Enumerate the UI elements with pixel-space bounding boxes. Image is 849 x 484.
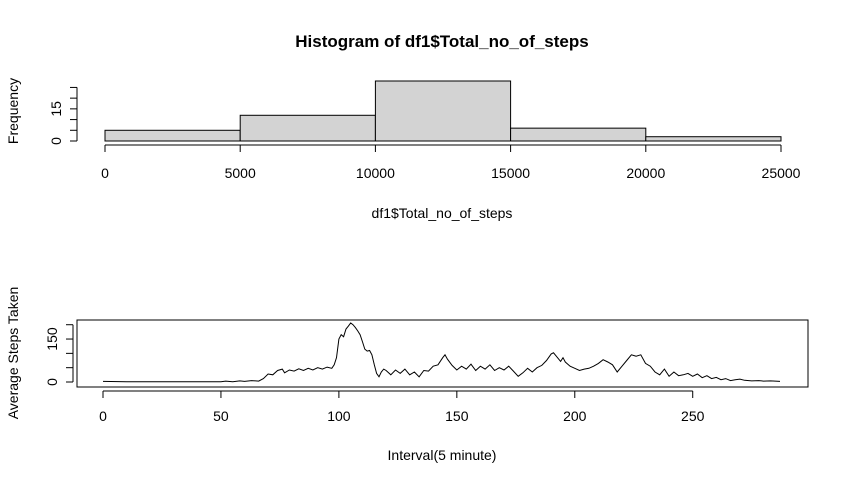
histogram-x-tick-label: 20000 xyxy=(626,165,665,181)
histogram-bar-2 xyxy=(374,80,512,142)
line-panel: Average Steps Taken Interval(5 minute) 0… xyxy=(5,287,809,463)
histogram-bars xyxy=(104,80,782,142)
line-x-tick-label: 50 xyxy=(213,408,229,424)
line-x-tick-label: 100 xyxy=(327,408,351,424)
line-y-tick-label: 0 xyxy=(44,378,60,386)
line-y-label: Average Steps Taken xyxy=(5,287,21,420)
histogram-bar-4 xyxy=(645,136,782,142)
histogram-x-axis: 0 5000 10000 15000 20000 25000 xyxy=(101,144,801,181)
histogram-y-tick-label: 15 xyxy=(48,101,64,117)
histogram-x-tick-label: 15000 xyxy=(491,165,530,181)
histogram-bar-1 xyxy=(239,114,376,142)
line-x-tick-label: 200 xyxy=(563,408,587,424)
histogram-x-label: df1$Total_no_of_steps xyxy=(372,205,513,221)
line-x-tick-label: 250 xyxy=(681,408,705,424)
histogram-x-tick-label: 0 xyxy=(101,165,109,181)
line-x-label: Interval(5 minute) xyxy=(388,447,497,463)
histogram-y-axis: 0 15 xyxy=(48,86,78,145)
histogram-x-tick-label: 10000 xyxy=(356,165,395,181)
histogram-x-tick-label: 25000 xyxy=(762,165,801,181)
line-x-axis: 0 50 100 150 200 250 xyxy=(99,390,705,424)
histogram-y-label: Frequency xyxy=(5,78,21,144)
line-x-tick-label: 0 xyxy=(99,408,107,424)
histogram-bar-0 xyxy=(104,129,241,142)
line-y-tick-label: 150 xyxy=(44,327,60,351)
line-plot-box xyxy=(76,319,809,388)
line-series-average-steps xyxy=(102,322,781,383)
line-x-tick-label: 150 xyxy=(445,408,469,424)
histogram-bar-3 xyxy=(510,127,647,142)
histogram-x-tick-label: 5000 xyxy=(225,165,256,181)
histogram-y-tick-label: 0 xyxy=(48,137,64,145)
histogram-panel: Histogram of df1$Total_no_of_steps Frequ… xyxy=(5,32,801,221)
histogram-title: Histogram of df1$Total_no_of_steps xyxy=(295,32,588,51)
line-y-axis: 0 150 xyxy=(44,324,74,386)
